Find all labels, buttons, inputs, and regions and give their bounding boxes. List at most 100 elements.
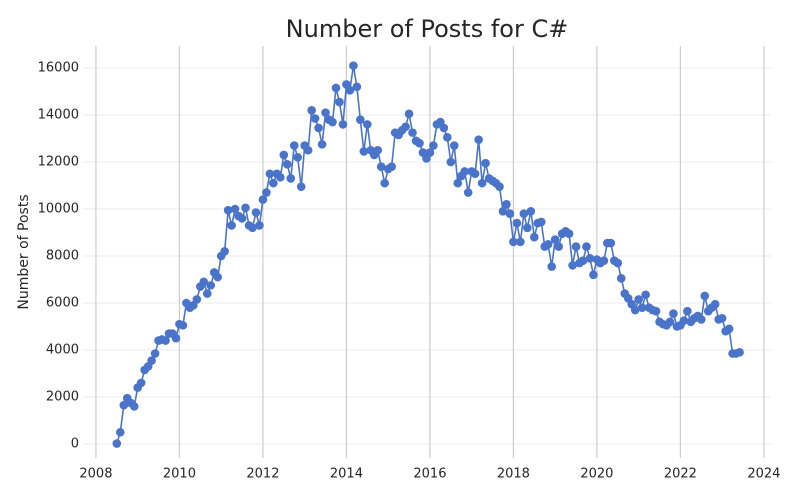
point xyxy=(470,169,480,179)
point xyxy=(613,258,623,268)
point xyxy=(453,178,463,188)
point xyxy=(223,205,233,215)
point xyxy=(310,114,320,123)
point xyxy=(276,172,285,182)
point xyxy=(724,324,734,334)
point xyxy=(359,147,369,156)
point xyxy=(356,115,365,124)
y-tick-label: 16000 xyxy=(38,60,79,75)
point xyxy=(582,242,591,251)
point xyxy=(380,178,390,188)
point xyxy=(735,348,744,357)
y-tick-label: 8000 xyxy=(46,248,79,263)
point xyxy=(296,182,306,191)
point xyxy=(220,246,229,256)
point xyxy=(634,295,643,304)
point xyxy=(289,141,299,150)
point xyxy=(363,120,372,129)
point xyxy=(321,108,330,117)
point xyxy=(115,427,125,437)
point xyxy=(258,195,268,204)
y-tick-label: 12000 xyxy=(38,154,79,169)
point xyxy=(408,128,417,137)
point xyxy=(502,199,511,209)
point xyxy=(328,117,337,127)
y-tick-label: 10000 xyxy=(38,201,79,216)
point xyxy=(519,209,529,218)
point xyxy=(282,160,292,169)
point xyxy=(543,239,553,249)
point xyxy=(349,61,358,70)
point xyxy=(150,349,160,358)
point xyxy=(717,313,727,323)
point xyxy=(373,145,383,155)
point xyxy=(599,256,609,265)
point xyxy=(446,157,456,167)
point xyxy=(293,152,303,162)
point xyxy=(529,232,539,242)
point xyxy=(606,238,616,248)
point xyxy=(147,356,156,365)
point xyxy=(279,150,289,160)
point xyxy=(255,221,264,230)
y-tick-label: 2000 xyxy=(46,389,79,404)
point xyxy=(206,281,216,290)
point xyxy=(387,162,396,171)
point xyxy=(269,178,278,188)
point xyxy=(317,140,327,149)
point xyxy=(251,208,261,217)
x-tick-label: 2022 xyxy=(664,467,697,482)
x-tick-label: 2016 xyxy=(413,467,446,482)
point xyxy=(516,237,525,247)
point xyxy=(495,182,504,191)
y-tick-label: 4000 xyxy=(46,342,79,357)
point xyxy=(286,174,296,183)
point xyxy=(237,214,247,223)
point xyxy=(665,317,675,327)
point xyxy=(641,290,650,300)
point xyxy=(700,291,710,301)
y-axis-label: Number of Posts xyxy=(16,194,32,309)
point xyxy=(526,207,536,216)
point xyxy=(564,229,574,238)
point xyxy=(683,306,692,316)
point xyxy=(161,336,170,345)
point xyxy=(404,109,414,119)
point xyxy=(554,242,563,251)
point xyxy=(571,242,581,251)
point xyxy=(171,333,181,343)
point xyxy=(550,235,560,244)
point xyxy=(192,295,202,304)
point xyxy=(477,178,487,188)
point xyxy=(669,309,678,318)
point xyxy=(376,162,386,171)
point xyxy=(213,272,223,282)
point xyxy=(460,167,469,176)
point xyxy=(616,274,626,283)
point xyxy=(338,120,348,129)
x-tick-label: 2024 xyxy=(747,467,780,482)
point xyxy=(241,203,250,213)
point xyxy=(199,277,209,287)
point xyxy=(523,223,532,233)
point xyxy=(509,237,518,247)
point xyxy=(696,315,706,324)
y-tick-label: 6000 xyxy=(46,295,79,310)
x-tick-label: 2008 xyxy=(79,467,112,482)
point xyxy=(589,270,598,280)
point xyxy=(637,303,647,312)
x-tick-label: 2014 xyxy=(330,467,363,482)
point xyxy=(262,188,271,197)
point xyxy=(578,256,588,265)
point xyxy=(710,299,720,309)
x-tick-label: 2018 xyxy=(497,467,530,482)
point xyxy=(331,83,341,93)
point xyxy=(112,439,122,448)
point xyxy=(401,122,410,132)
point xyxy=(463,188,473,197)
point xyxy=(512,218,522,228)
chart-title: Number of Posts for C# xyxy=(286,15,569,43)
point xyxy=(425,148,435,157)
point xyxy=(536,217,546,227)
